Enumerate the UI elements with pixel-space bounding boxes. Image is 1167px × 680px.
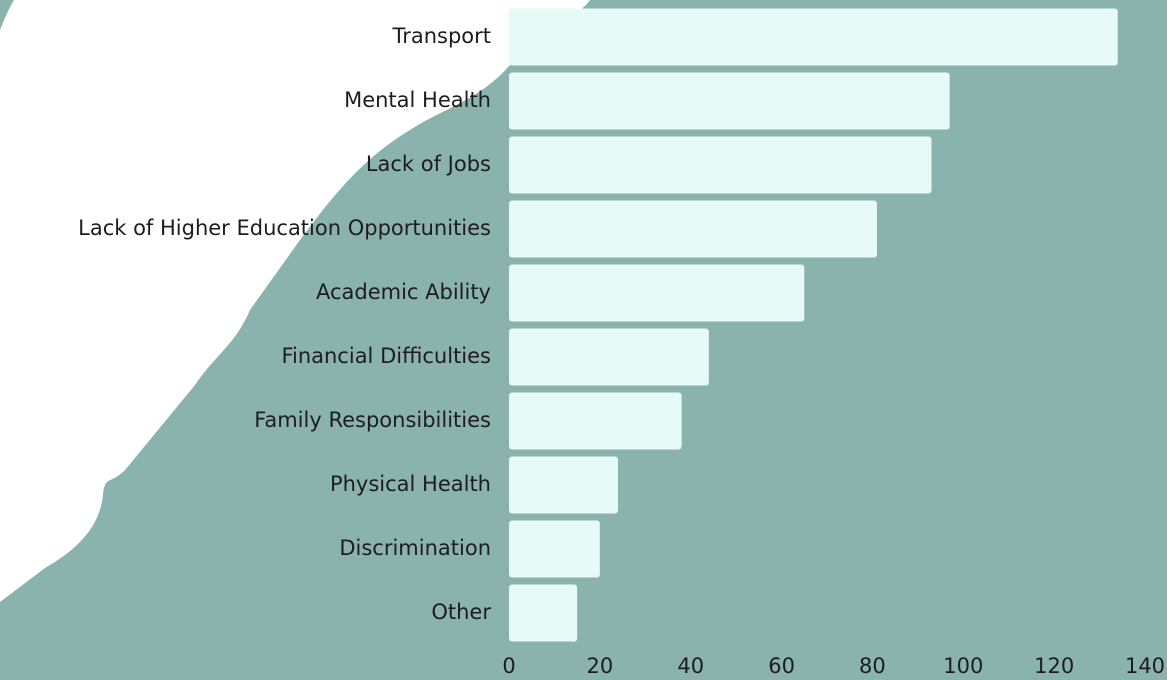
bar xyxy=(509,328,709,386)
y-tick-label: Lack of Jobs xyxy=(366,152,491,176)
background-corner xyxy=(0,0,14,30)
bar xyxy=(509,72,950,130)
bar xyxy=(509,456,619,514)
x-tick-label: 60 xyxy=(768,654,795,678)
x-tick-label: 80 xyxy=(859,654,886,678)
y-tick-label: Mental Health xyxy=(344,88,491,112)
bar xyxy=(509,8,1118,66)
bar xyxy=(509,136,932,194)
x-tick-label: 100 xyxy=(943,654,983,678)
bar xyxy=(509,392,682,450)
x-tick-label: 0 xyxy=(502,654,515,678)
x-tick-label: 20 xyxy=(586,654,613,678)
bar xyxy=(509,200,877,258)
bar xyxy=(509,264,805,322)
y-tick-label: Financial Difficulties xyxy=(281,344,491,368)
x-tick-label: 40 xyxy=(677,654,704,678)
bar xyxy=(509,584,578,642)
x-tick-label: 120 xyxy=(1034,654,1074,678)
x-tick-label: 140 xyxy=(1125,654,1165,678)
y-tick-label: Academic Ability xyxy=(316,280,491,304)
y-tick-label: Discrimination xyxy=(339,536,491,560)
y-tick-label: Transport xyxy=(391,24,491,48)
y-tick-label: Other xyxy=(431,600,491,624)
bar xyxy=(509,520,600,578)
y-tick-label: Lack of Higher Education Opportunities xyxy=(78,216,491,240)
y-tick-label: Family Responsibilities xyxy=(254,408,491,432)
y-tick-label: Physical Health xyxy=(330,472,491,496)
